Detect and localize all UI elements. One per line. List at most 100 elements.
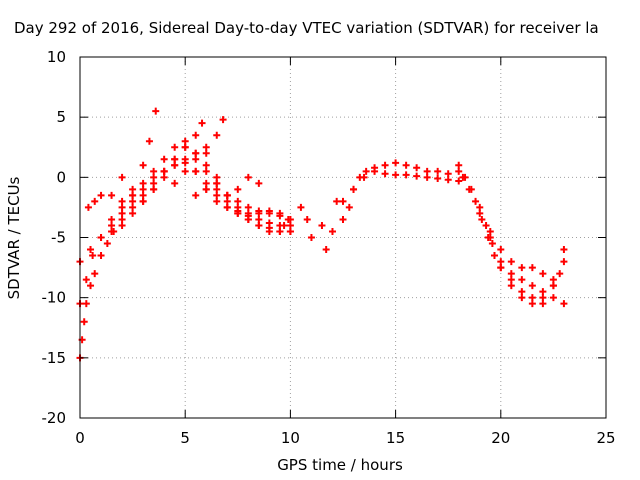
series-track-h bbox=[192, 173, 263, 199]
data-point bbox=[118, 197, 126, 205]
data-point bbox=[539, 300, 547, 308]
data-point bbox=[108, 221, 116, 229]
data-point bbox=[423, 167, 431, 175]
axis-ticks bbox=[79, 56, 607, 419]
data-point bbox=[518, 294, 526, 302]
data-point bbox=[333, 197, 341, 205]
data-point bbox=[465, 185, 473, 193]
data-point bbox=[255, 215, 263, 223]
data-point bbox=[97, 234, 105, 241]
data-point bbox=[234, 197, 242, 205]
data-point bbox=[560, 246, 568, 254]
series-track-a bbox=[76, 107, 160, 362]
data-point bbox=[455, 177, 463, 185]
data-point bbox=[171, 155, 179, 163]
data-point bbox=[328, 227, 336, 235]
data-point bbox=[202, 143, 210, 151]
data-point bbox=[202, 185, 210, 193]
data-point bbox=[360, 173, 368, 181]
data-point bbox=[213, 173, 221, 181]
data-point bbox=[198, 119, 206, 127]
data-point bbox=[307, 234, 315, 241]
data-point bbox=[84, 203, 92, 211]
data-point bbox=[350, 185, 358, 193]
data-point bbox=[244, 215, 252, 223]
grid-lines bbox=[80, 57, 606, 418]
data-point bbox=[303, 215, 311, 223]
data-point bbox=[339, 215, 347, 223]
data-point bbox=[244, 173, 252, 181]
data-point bbox=[139, 185, 147, 193]
data-point bbox=[486, 234, 494, 241]
series-track-i bbox=[276, 159, 463, 254]
series-track-n bbox=[486, 234, 564, 308]
y-tick-label: -5 bbox=[51, 229, 66, 247]
data-point bbox=[160, 155, 168, 163]
data-point bbox=[97, 252, 105, 260]
data-point bbox=[82, 276, 90, 284]
data-point bbox=[478, 215, 486, 223]
data-point bbox=[87, 282, 95, 290]
data-point bbox=[202, 161, 210, 169]
data-point bbox=[284, 215, 292, 223]
data-point bbox=[192, 167, 200, 175]
y-axis-label: SDTVAR / TECUs bbox=[5, 176, 23, 299]
data-point bbox=[413, 164, 421, 172]
data-point bbox=[129, 191, 137, 199]
data-point bbox=[556, 270, 564, 278]
data-point bbox=[497, 258, 505, 266]
data-point bbox=[181, 143, 189, 151]
data-point bbox=[280, 221, 288, 229]
data-point bbox=[413, 172, 421, 180]
data-point bbox=[476, 203, 484, 211]
data-point bbox=[459, 173, 467, 181]
chart-title: Day 292 of 2016, Sidereal Day-to-day VTE… bbox=[14, 19, 599, 37]
data-point bbox=[549, 282, 557, 290]
data-point bbox=[213, 131, 221, 139]
data-point bbox=[139, 197, 147, 205]
x-tick-label: 10 bbox=[281, 429, 300, 447]
y-tick-label: -15 bbox=[42, 349, 67, 367]
data-point bbox=[244, 203, 252, 211]
data-point bbox=[472, 197, 480, 205]
data-point bbox=[507, 258, 515, 266]
data-point bbox=[528, 264, 536, 272]
series-track-f bbox=[118, 119, 284, 235]
data-point bbox=[234, 203, 242, 211]
data-point bbox=[118, 173, 126, 181]
data-point bbox=[486, 227, 494, 235]
data-point bbox=[507, 270, 515, 278]
data-point bbox=[345, 203, 353, 211]
data-point bbox=[150, 179, 158, 187]
data-point bbox=[129, 209, 137, 217]
data-point bbox=[202, 149, 210, 157]
data-point bbox=[213, 179, 221, 187]
data-point bbox=[392, 171, 400, 179]
y-tick-labels: -20 -15 -10 -5 0 5 10 bbox=[42, 48, 67, 427]
data-point bbox=[213, 191, 221, 199]
data-point bbox=[276, 227, 284, 235]
data-point bbox=[255, 179, 263, 187]
data-point bbox=[539, 294, 547, 302]
data-point bbox=[108, 191, 116, 199]
data-point bbox=[455, 167, 463, 175]
data-point bbox=[318, 221, 326, 229]
data-point bbox=[255, 209, 263, 217]
data-point bbox=[223, 191, 231, 199]
data-point bbox=[322, 246, 330, 254]
x-tick-label: 15 bbox=[386, 429, 405, 447]
data-point bbox=[192, 149, 200, 157]
data-point bbox=[139, 191, 147, 199]
data-point bbox=[434, 167, 442, 175]
data-point bbox=[549, 294, 557, 302]
data-point bbox=[91, 270, 99, 278]
series-track-l bbox=[459, 173, 568, 308]
x-tick-label: 20 bbox=[491, 429, 510, 447]
data-point bbox=[97, 191, 105, 199]
data-point bbox=[118, 215, 126, 223]
data-point bbox=[223, 197, 231, 205]
data-point bbox=[152, 107, 160, 115]
data-point bbox=[381, 170, 389, 178]
data-point bbox=[518, 276, 526, 284]
data-point bbox=[392, 159, 400, 167]
